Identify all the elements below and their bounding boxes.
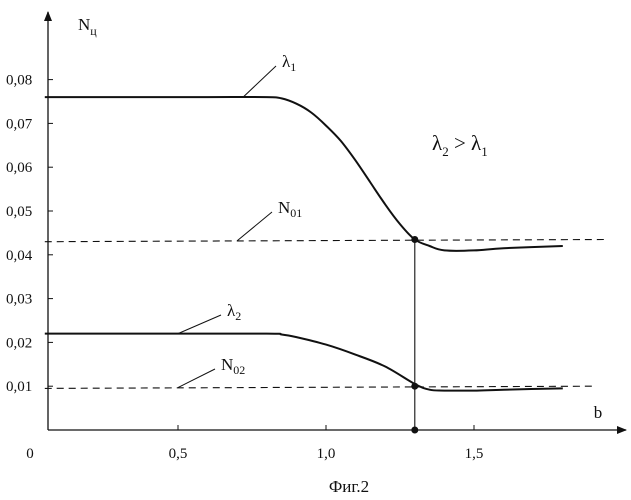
- intersection-point: [411, 383, 418, 390]
- series-lambda1-leader: [243, 66, 276, 97]
- y-tick-label: 0,05: [6, 204, 32, 220]
- y-tick-label: 0,03: [6, 292, 32, 308]
- inequality-annotation: λ2 > λ1: [432, 131, 488, 159]
- x-tick-label: 1,5: [465, 446, 484, 462]
- series-lambda2-label: λ2: [227, 301, 241, 323]
- y-axis-label-sub: ц: [90, 24, 97, 38]
- series-n02-line: [45, 386, 593, 388]
- series-label-sub: 2: [235, 309, 241, 323]
- y-tick-label: 0,02: [6, 335, 32, 351]
- axes-group: [48, 12, 626, 430]
- series-n01-leader: [237, 212, 272, 241]
- series-n01-label: N01: [278, 198, 302, 220]
- annotation-operator: >: [449, 131, 471, 155]
- series-lambda2-leader: [178, 315, 221, 334]
- x-tick-label: 1,0: [317, 446, 336, 462]
- x-tick-label: 0,5: [169, 446, 188, 462]
- series-lambda1-label: λ1: [282, 52, 296, 74]
- series-label-sub: 02: [233, 363, 245, 377]
- intersection-point: [411, 427, 418, 434]
- y-tick-label: 0,04: [6, 248, 33, 264]
- series-n02-label: N02: [221, 355, 245, 377]
- figure-caption: Фиг.2: [329, 477, 369, 496]
- y-axis-label-base: N: [78, 15, 90, 34]
- intersection-point: [411, 236, 418, 243]
- series-n01-line: [45, 240, 607, 242]
- series-lambda1-line: [45, 97, 563, 251]
- series-n02-leader: [178, 369, 215, 388]
- series-label-base: N: [278, 198, 290, 217]
- series-label-sub: 01: [290, 206, 302, 220]
- y-tick-label: 0,01: [6, 379, 32, 395]
- annotation-right-sub: 1: [481, 144, 488, 159]
- labels-group: λ1λ2N01N02: [178, 52, 302, 388]
- origin-label: 0: [26, 446, 34, 462]
- x-axis-label: b: [594, 403, 603, 422]
- series-group: [45, 97, 607, 433]
- series-lambda2-line: [45, 334, 563, 391]
- y-tick-label: 0,08: [6, 73, 32, 89]
- y-tick-label: 0,06: [6, 160, 33, 176]
- series-label-base: N: [221, 355, 233, 374]
- y-tick-label: 0,07: [6, 116, 33, 132]
- y-axis-label: Nц: [78, 15, 97, 38]
- series-label-sub: 1: [290, 60, 296, 74]
- ticks-group: 0,01 0,02 0,03 0,04 0,05 0,06 0,07 0,08 0,5 1,0 1,…: [6, 73, 483, 462]
